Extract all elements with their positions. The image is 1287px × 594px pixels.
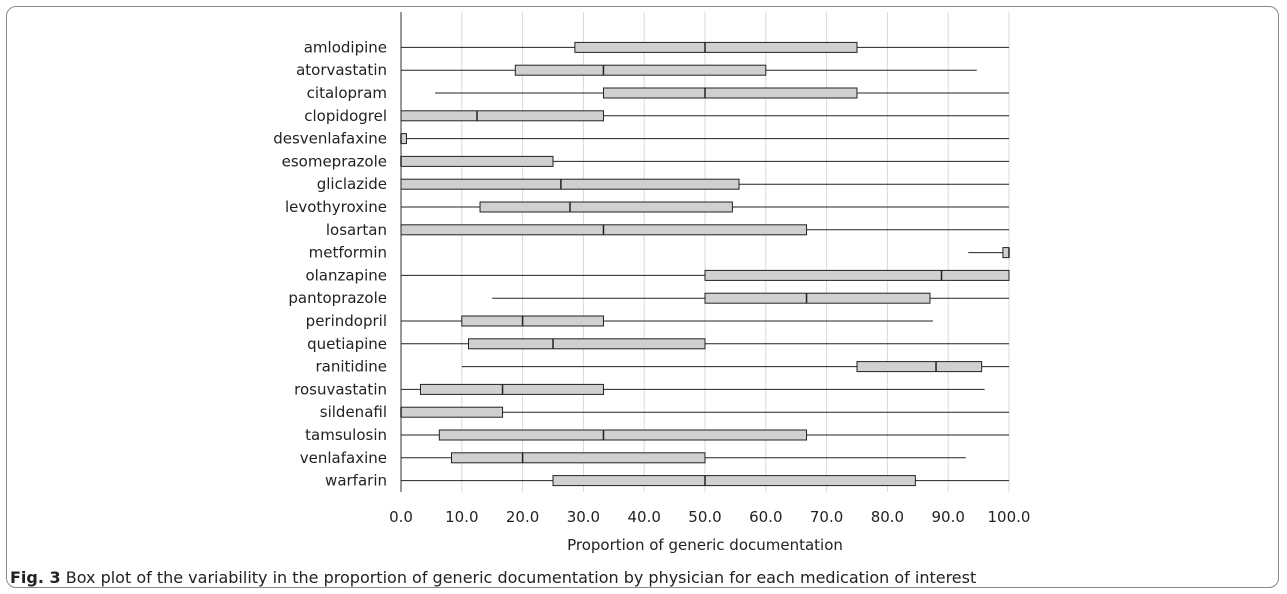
iqr-box bbox=[704, 292, 931, 304]
box-venlafaxine bbox=[401, 452, 966, 464]
category-label: amlodipine bbox=[304, 38, 387, 56]
category-labels: amlodipine atorvastatin citalopram clopidog… bbox=[273, 38, 387, 489]
x-tick-label: 80.0 bbox=[871, 508, 904, 526]
box-amlodipine bbox=[401, 41, 1009, 53]
box-warfarin bbox=[401, 475, 1009, 487]
x-tick-label: 30.0 bbox=[567, 508, 600, 526]
iqr-box bbox=[450, 452, 706, 464]
iqr-box bbox=[552, 475, 916, 487]
iqr-box bbox=[461, 315, 604, 327]
x-tick-label: 90.0 bbox=[931, 508, 964, 526]
category-label: metformin bbox=[309, 244, 387, 262]
category-label: sildenafil bbox=[320, 403, 387, 421]
box-pantoprazole bbox=[492, 292, 1009, 304]
category-label: warfarin bbox=[325, 472, 387, 490]
x-tick-label: 40.0 bbox=[627, 508, 660, 526]
category-label: ranitidine bbox=[315, 358, 387, 376]
box-rosuvastatin bbox=[401, 383, 985, 395]
category-label: olanzapine bbox=[305, 266, 387, 284]
box-desvenlafaxine bbox=[400, 133, 1009, 145]
x-tick-label: 10.0 bbox=[445, 508, 478, 526]
category-label: rosuvastatin bbox=[294, 380, 387, 398]
figure-caption: Fig. 3 Box plot of the variability in th… bbox=[10, 568, 976, 587]
category-label: perindopril bbox=[306, 312, 387, 330]
iqr-box bbox=[1002, 247, 1010, 259]
category-label: pantoprazole bbox=[288, 289, 387, 307]
x-tick-label: 0.0 bbox=[389, 508, 413, 526]
category-label: tamsulosin bbox=[305, 426, 387, 444]
box-citalopram bbox=[435, 87, 1009, 99]
box-levothyroxine bbox=[401, 201, 1009, 213]
iqr-box bbox=[400, 133, 407, 145]
box-atorvastatin bbox=[401, 64, 977, 76]
box-metformin bbox=[968, 247, 1010, 259]
box-tamsulosin bbox=[401, 429, 1009, 441]
category-label: quetiapine bbox=[307, 335, 387, 353]
caption-label: Fig. 3 bbox=[10, 568, 61, 587]
x-tick-label: 60.0 bbox=[749, 508, 782, 526]
box-olanzapine bbox=[401, 269, 1010, 281]
iqr-box bbox=[479, 201, 733, 213]
iqr-box bbox=[467, 338, 706, 350]
iqr-box bbox=[438, 429, 808, 441]
x-tick-label: 50.0 bbox=[688, 508, 721, 526]
box-sildenafil bbox=[400, 406, 1009, 418]
x-tick-label: 20.0 bbox=[506, 508, 539, 526]
caption-text: Box plot of the variability in the propo… bbox=[60, 568, 977, 587]
box-gliclazide bbox=[400, 178, 1009, 190]
category-label: gliclazide bbox=[317, 175, 387, 193]
iqr-box bbox=[419, 383, 604, 395]
box-quetiapine bbox=[401, 338, 1009, 350]
iqr-box bbox=[400, 178, 740, 190]
iqr-box bbox=[574, 41, 858, 53]
category-label: desvenlafaxine bbox=[273, 130, 387, 148]
category-label: clopidogrel bbox=[304, 107, 387, 125]
figure-frame bbox=[6, 6, 1279, 588]
iqr-box bbox=[856, 361, 983, 373]
iqr-box bbox=[400, 406, 504, 418]
x-axis-label: Proportion of generic documentation bbox=[567, 536, 843, 554]
box-esomeprazole bbox=[400, 155, 1009, 167]
category-label: esomeprazole bbox=[282, 152, 387, 170]
iqr-box bbox=[400, 155, 554, 167]
box-losartan bbox=[400, 224, 1009, 236]
iqr-box bbox=[704, 269, 1010, 281]
box-clopidogrel bbox=[400, 110, 1009, 122]
category-label: venlafaxine bbox=[300, 449, 387, 467]
category-label: levothyroxine bbox=[285, 198, 387, 216]
category-label: citalopram bbox=[307, 84, 387, 102]
iqr-box bbox=[602, 87, 858, 99]
x-tick-label: 70.0 bbox=[810, 508, 843, 526]
iqr-box bbox=[514, 64, 767, 76]
iqr-box bbox=[400, 110, 604, 122]
category-label: losartan bbox=[326, 221, 387, 239]
box-ranitidine bbox=[461, 361, 1009, 373]
category-label: atorvastatin bbox=[296, 61, 387, 79]
boxes bbox=[400, 41, 1010, 487]
gridlines bbox=[461, 12, 1010, 492]
box-perindopril bbox=[401, 315, 933, 327]
x-tick-label: 100.0 bbox=[988, 508, 1031, 526]
